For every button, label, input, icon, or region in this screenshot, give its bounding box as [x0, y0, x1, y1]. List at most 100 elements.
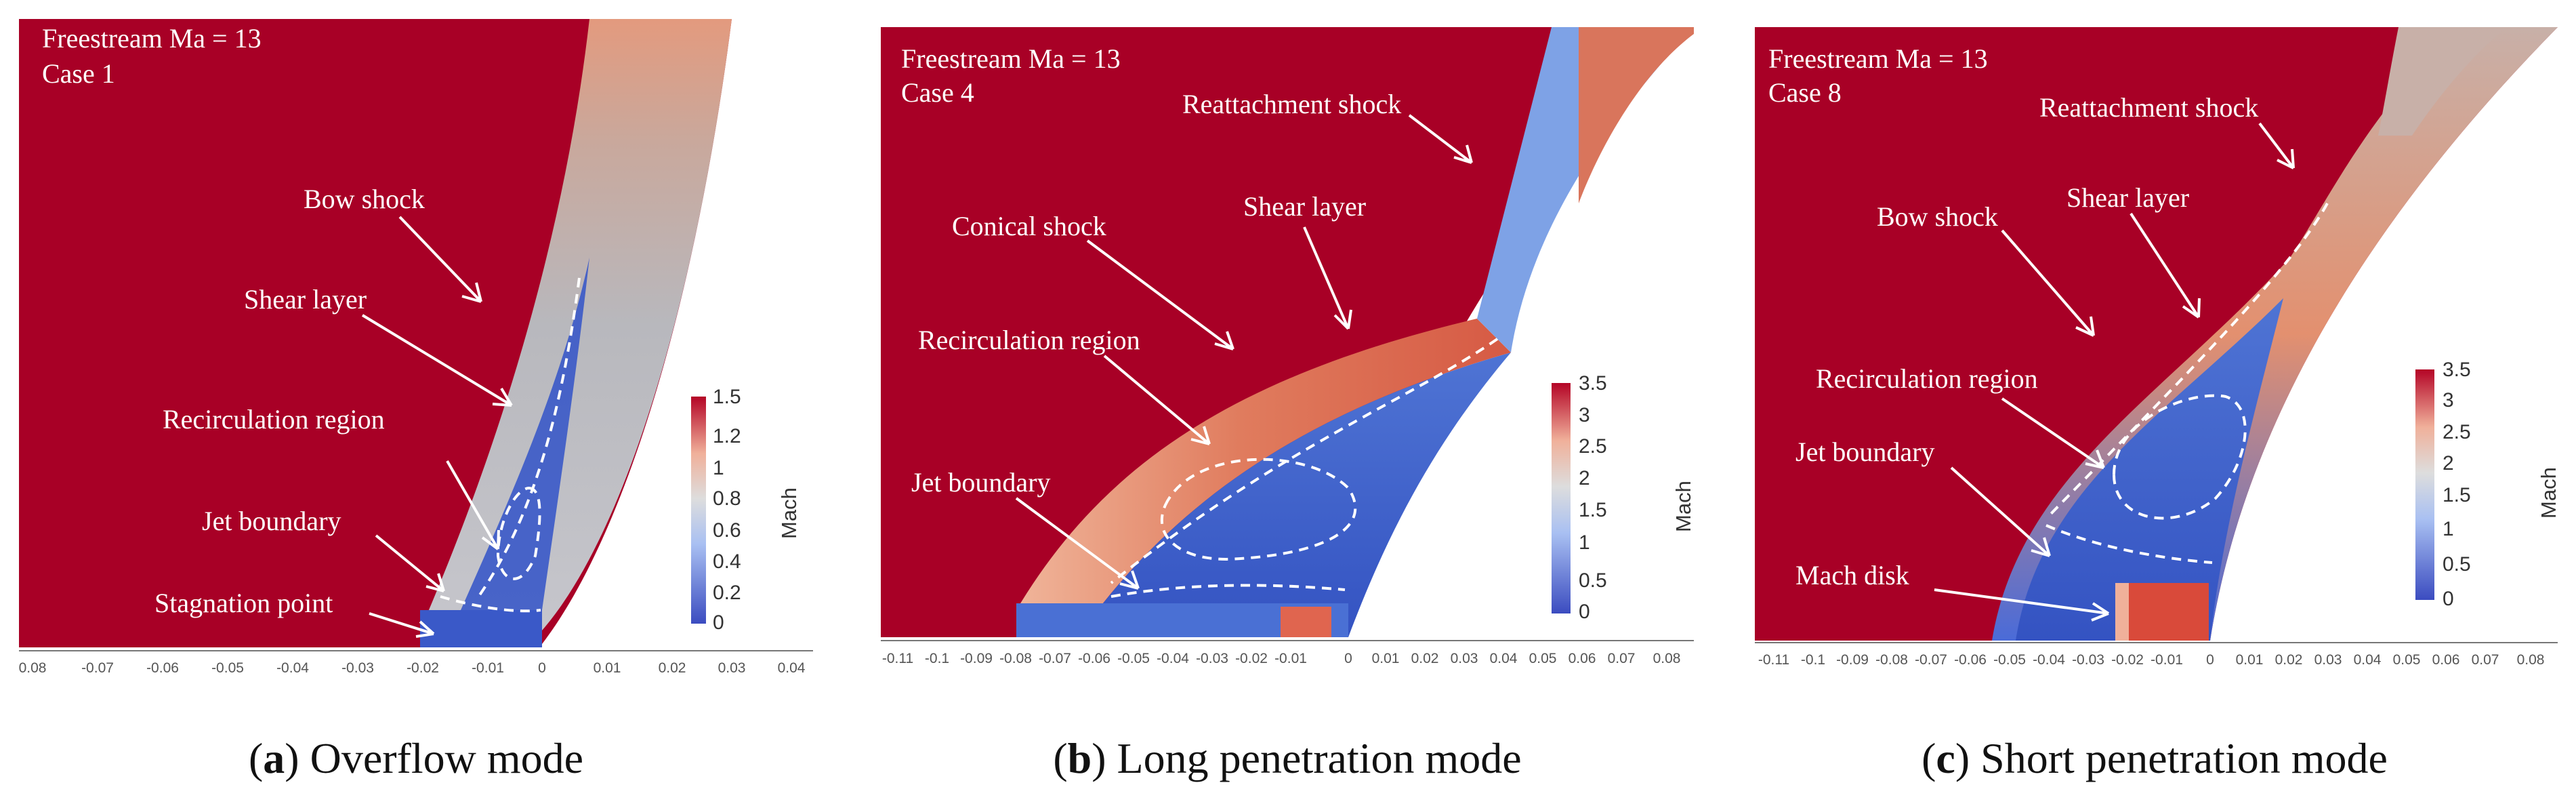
panel-b-axis-tick: 0.02: [1411, 651, 1439, 666]
panel-a-axis-tick: -0.06: [146, 660, 179, 676]
panel-b-axis-tick: -0.11: [882, 651, 913, 666]
panel-c-axis-tick: 0.07: [2472, 652, 2499, 668]
panel-b-jet-core: [1281, 607, 1331, 637]
panel-b-label-conical-shock: Conical shock: [952, 211, 1106, 241]
panel-c-axis-tick: 0.05: [2393, 652, 2421, 668]
panel-c-axis-tick: -0.11: [1758, 652, 1789, 668]
panel-c-recirculation-loop: [2112, 394, 2247, 520]
panel-b-arrow-reattachment: [1408, 114, 1473, 164]
panel-c-colorbar-ticks: 3.5 3 2.5 2 1.5 1 0.5 0: [2443, 359, 2471, 610]
panel-a-recirculation-loop: [496, 486, 541, 580]
panel-c-axis-tick: -0.01: [2151, 652, 2183, 668]
panel-b-cb-tick: 3: [1579, 404, 1590, 426]
panel-b-conical-shock-layer: [1016, 319, 1511, 610]
panel-a-axis-tick: -0.04: [276, 660, 309, 676]
panel-a-label-recirculation: Recirculation region: [163, 404, 385, 435]
panel-a-arrow-bow-shock: [398, 216, 482, 303]
panel-a-axis-tick: -0.07: [81, 660, 114, 676]
panel-a-header-line1: Freestream Ma = 13: [42, 23, 262, 54]
panel-a: Freestream Ma = 13 Case 1 Bow shock Shea…: [19, 19, 813, 782]
panel-a-cb-tick: 0.6: [713, 519, 741, 542]
panel-c-label-mach-disk: Mach disk: [1795, 560, 1909, 590]
panel-a-cb-tick: 1.2: [713, 425, 741, 447]
panel-c-label-shear-layer: Shear layer: [2066, 182, 2189, 213]
panel-c-colorbar-title: Mach: [2537, 467, 2560, 519]
panel-b-axis-tick: 0.07: [1608, 651, 1636, 666]
panel-b-header-line2: Case 4: [901, 77, 974, 108]
panel-b-label-jet-boundary: Jet boundary: [911, 467, 1051, 498]
panel-b-cb-tick: 3.5: [1579, 372, 1607, 395]
panel-a-header-line2: Case 1: [42, 58, 115, 89]
panel-a-axis-tick: 0.01: [594, 660, 621, 676]
panel-b-axis-tick: 0.04: [1490, 651, 1518, 666]
panel-b-axis-tick: -0.07: [1039, 651, 1071, 666]
panel-b-label-reattachment: Reattachment shock: [1182, 89, 1401, 119]
panel-a-label-shear-layer: Shear layer: [244, 284, 367, 315]
panel-b-colorbar: [1552, 383, 1571, 613]
panel-a-cb-tick: 0.2: [713, 582, 741, 604]
panel-c-axis-tick: -0.09: [1836, 652, 1869, 668]
panel-c-axis-tick: 0.04: [2354, 652, 2382, 668]
panel-b-reattachment-band: [1579, 27, 1694, 203]
panel-a-arrow-jet-boundary: [375, 534, 445, 592]
panel-c-cb-tick: 1: [2443, 518, 2454, 540]
panel-b-axis-tick: -0.03: [1196, 651, 1228, 666]
panel-c-jet-boundary-line: [2045, 524, 2213, 564]
panel-a-label-bow-shock: Bow shock: [304, 184, 425, 214]
panel-c-axis-ticks: -0.11 -0.1 -0.09 -0.08 -0.07 -0.06 -0.05…: [1758, 652, 2545, 668]
panel-c-axis-tick: -0.1: [1801, 652, 1825, 668]
panel-c-colorbar: [2415, 369, 2434, 600]
panel-b-axis-tick: 0: [1344, 651, 1352, 666]
panel-c-cb-tick: 0.5: [2443, 553, 2471, 576]
panel-b-shear-layer-line: [1110, 338, 1499, 584]
panel-b-axis-tick: -0.01: [1274, 651, 1307, 666]
panel-a-axis-tick: -0.01: [472, 660, 504, 676]
panel-a-recirculation-zone: [461, 258, 589, 610]
panel-b-cb-tick: 1: [1579, 531, 1590, 554]
panel-b-arrow-conical-shock: [1086, 239, 1234, 350]
panel-b-caption: (b) Long penetration mode: [1053, 734, 1521, 782]
panel-a-caption: (a) Overflow mode: [249, 734, 583, 782]
panel-a-arrow-stagnation: [369, 612, 435, 638]
panel-b-axis-tick: -0.08: [999, 651, 1032, 666]
panel-b-arrow-shear-layer: [1303, 226, 1352, 330]
panel-c-axis-tick: -0.02: [2111, 652, 2144, 668]
panel-b-recirculation-zone: [1098, 352, 1511, 637]
panel-b-jet-boundary-line: [1110, 584, 1346, 598]
panel-a-cb-tick: 1.5: [713, 386, 741, 408]
panel-c-mach-disk-core: [2115, 583, 2129, 641]
panel-a-wall-region: [542, 19, 813, 651]
panel-b-axis-tick: -0.05: [1117, 651, 1150, 666]
panel-a-near-field: [420, 610, 542, 651]
panel-a-axis-bar: [19, 647, 813, 651]
panel-a-axis-ticks: 0.08 -0.07 -0.06 -0.05 -0.04 -0.03 -0.02…: [19, 660, 806, 676]
panel-c-axis-tick: 0.06: [2432, 652, 2460, 668]
panel-c-arrow-recirculation: [2001, 397, 2105, 469]
panel-a-colorbar-title: Mach: [777, 487, 801, 539]
panel-b-header-line1: Freestream Ma = 13: [901, 43, 1121, 74]
panel-b-axis-tick: -0.1: [925, 651, 949, 666]
panel-b-cb-tick: 0.5: [1579, 569, 1607, 592]
panel-a-cb-tick: 0.8: [713, 487, 741, 510]
panel-c-header-line1: Freestream Ma = 13: [1768, 43, 1988, 74]
panel-a-colorbar: [691, 397, 706, 624]
panel-c-cb-tick: 1.5: [2443, 484, 2471, 506]
panel-a-jet-boundary-line: [440, 595, 541, 613]
panel-c-cb-tick: 3: [2443, 389, 2454, 411]
panel-b-cb-tick: 1.5: [1579, 499, 1607, 521]
panel-c-axis-tick: -0.08: [1875, 652, 1908, 668]
panel-b-cb-tick: 2: [1579, 467, 1590, 489]
panel-a-cb-tick: 1: [713, 457, 724, 479]
panel-a-axis-tick: -0.03: [341, 660, 374, 676]
panel-c-axis-tick: -0.06: [1954, 652, 1987, 668]
panel-a-colorbar-ticks: 1.5 1.2 1 0.8 0.6 0.4 0.2 0: [713, 386, 741, 634]
panel-a-axis-tick: 0.04: [778, 660, 806, 676]
panel-b-arrow-jet-boundary: [1015, 497, 1140, 590]
panel-b-axis-ticks: -0.11 -0.1 -0.09 -0.08 -0.07 -0.06 -0.05…: [882, 651, 1681, 666]
panel-c-cb-tick: 3.5: [2443, 359, 2471, 381]
panel-b-label-recirculation: Recirculation region: [918, 325, 1140, 355]
panel-a-arrow-recirculation: [446, 460, 500, 550]
panel-c-axis-tick: 0.01: [2236, 652, 2264, 668]
panel-a-arrow-shear-layer: [361, 314, 513, 407]
